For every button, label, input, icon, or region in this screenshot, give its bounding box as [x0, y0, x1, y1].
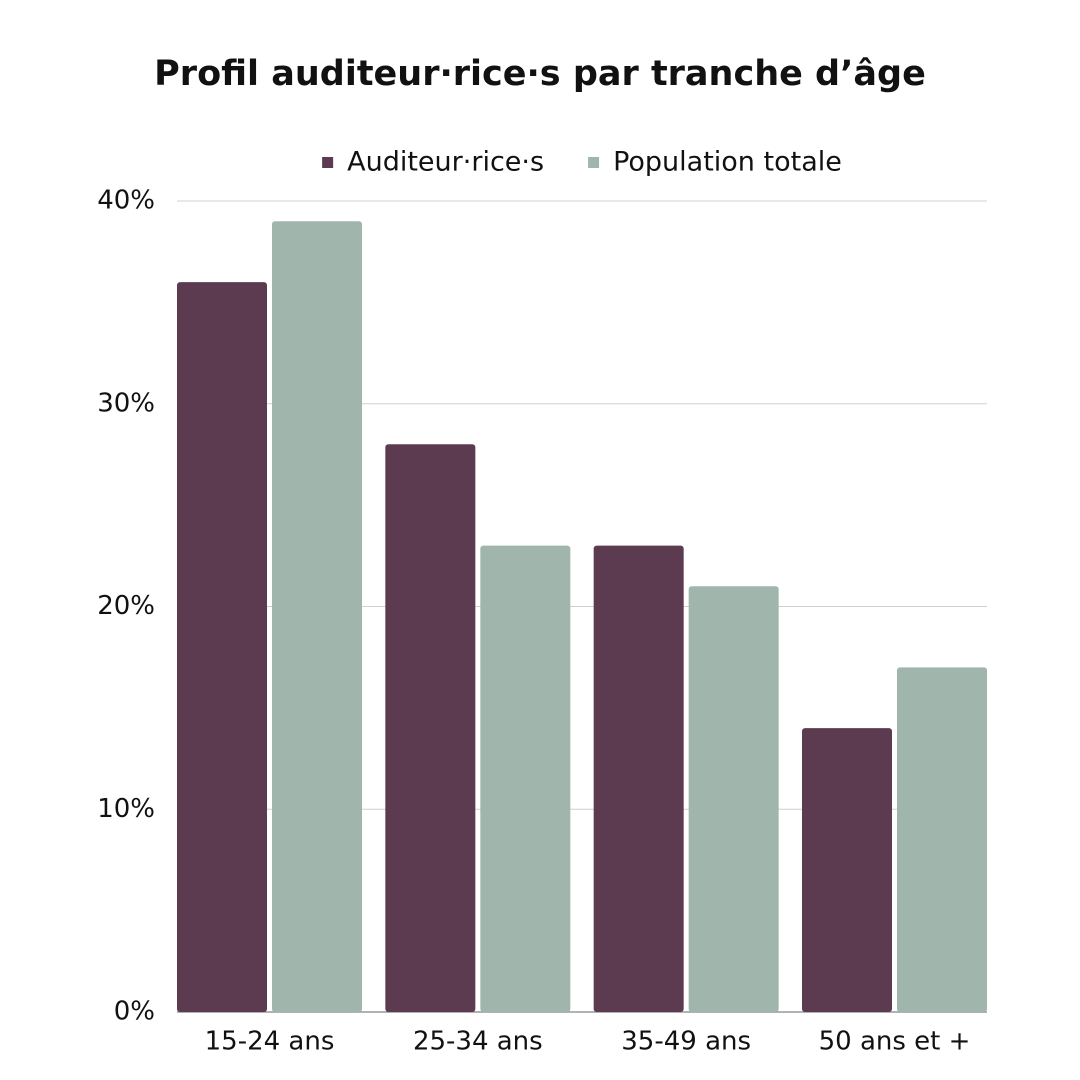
bar [593, 545, 684, 1012]
y-tick-label: 0% [114, 997, 155, 1027]
x-tick-label: 25-34 ans [413, 1027, 543, 1057]
y-tick-label: 30% [97, 388, 155, 418]
chart-title: Profil auditeur·rice·s par tranche d’âge [154, 54, 926, 94]
bar [177, 282, 267, 1013]
y-tick-label: 40% [97, 186, 155, 216]
x-tick-label: 15-24 ans [205, 1027, 335, 1057]
legend-swatch [588, 157, 600, 168]
bar [897, 667, 987, 1012]
x-tick-label: 50 ans et + [819, 1027, 971, 1057]
bar [480, 545, 571, 1012]
bar [802, 728, 892, 1012]
bar [688, 586, 779, 1012]
bar [385, 444, 476, 1012]
legend-swatch [322, 157, 334, 168]
legend-label: Auditeur·rice·s [347, 147, 544, 178]
x-tick-label: 35-49 ans [621, 1027, 751, 1057]
legend-label: Population totale [613, 147, 842, 178]
y-tick-label: 10% [97, 794, 155, 824]
bar [272, 221, 362, 1012]
y-tick-label: 20% [97, 591, 155, 621]
